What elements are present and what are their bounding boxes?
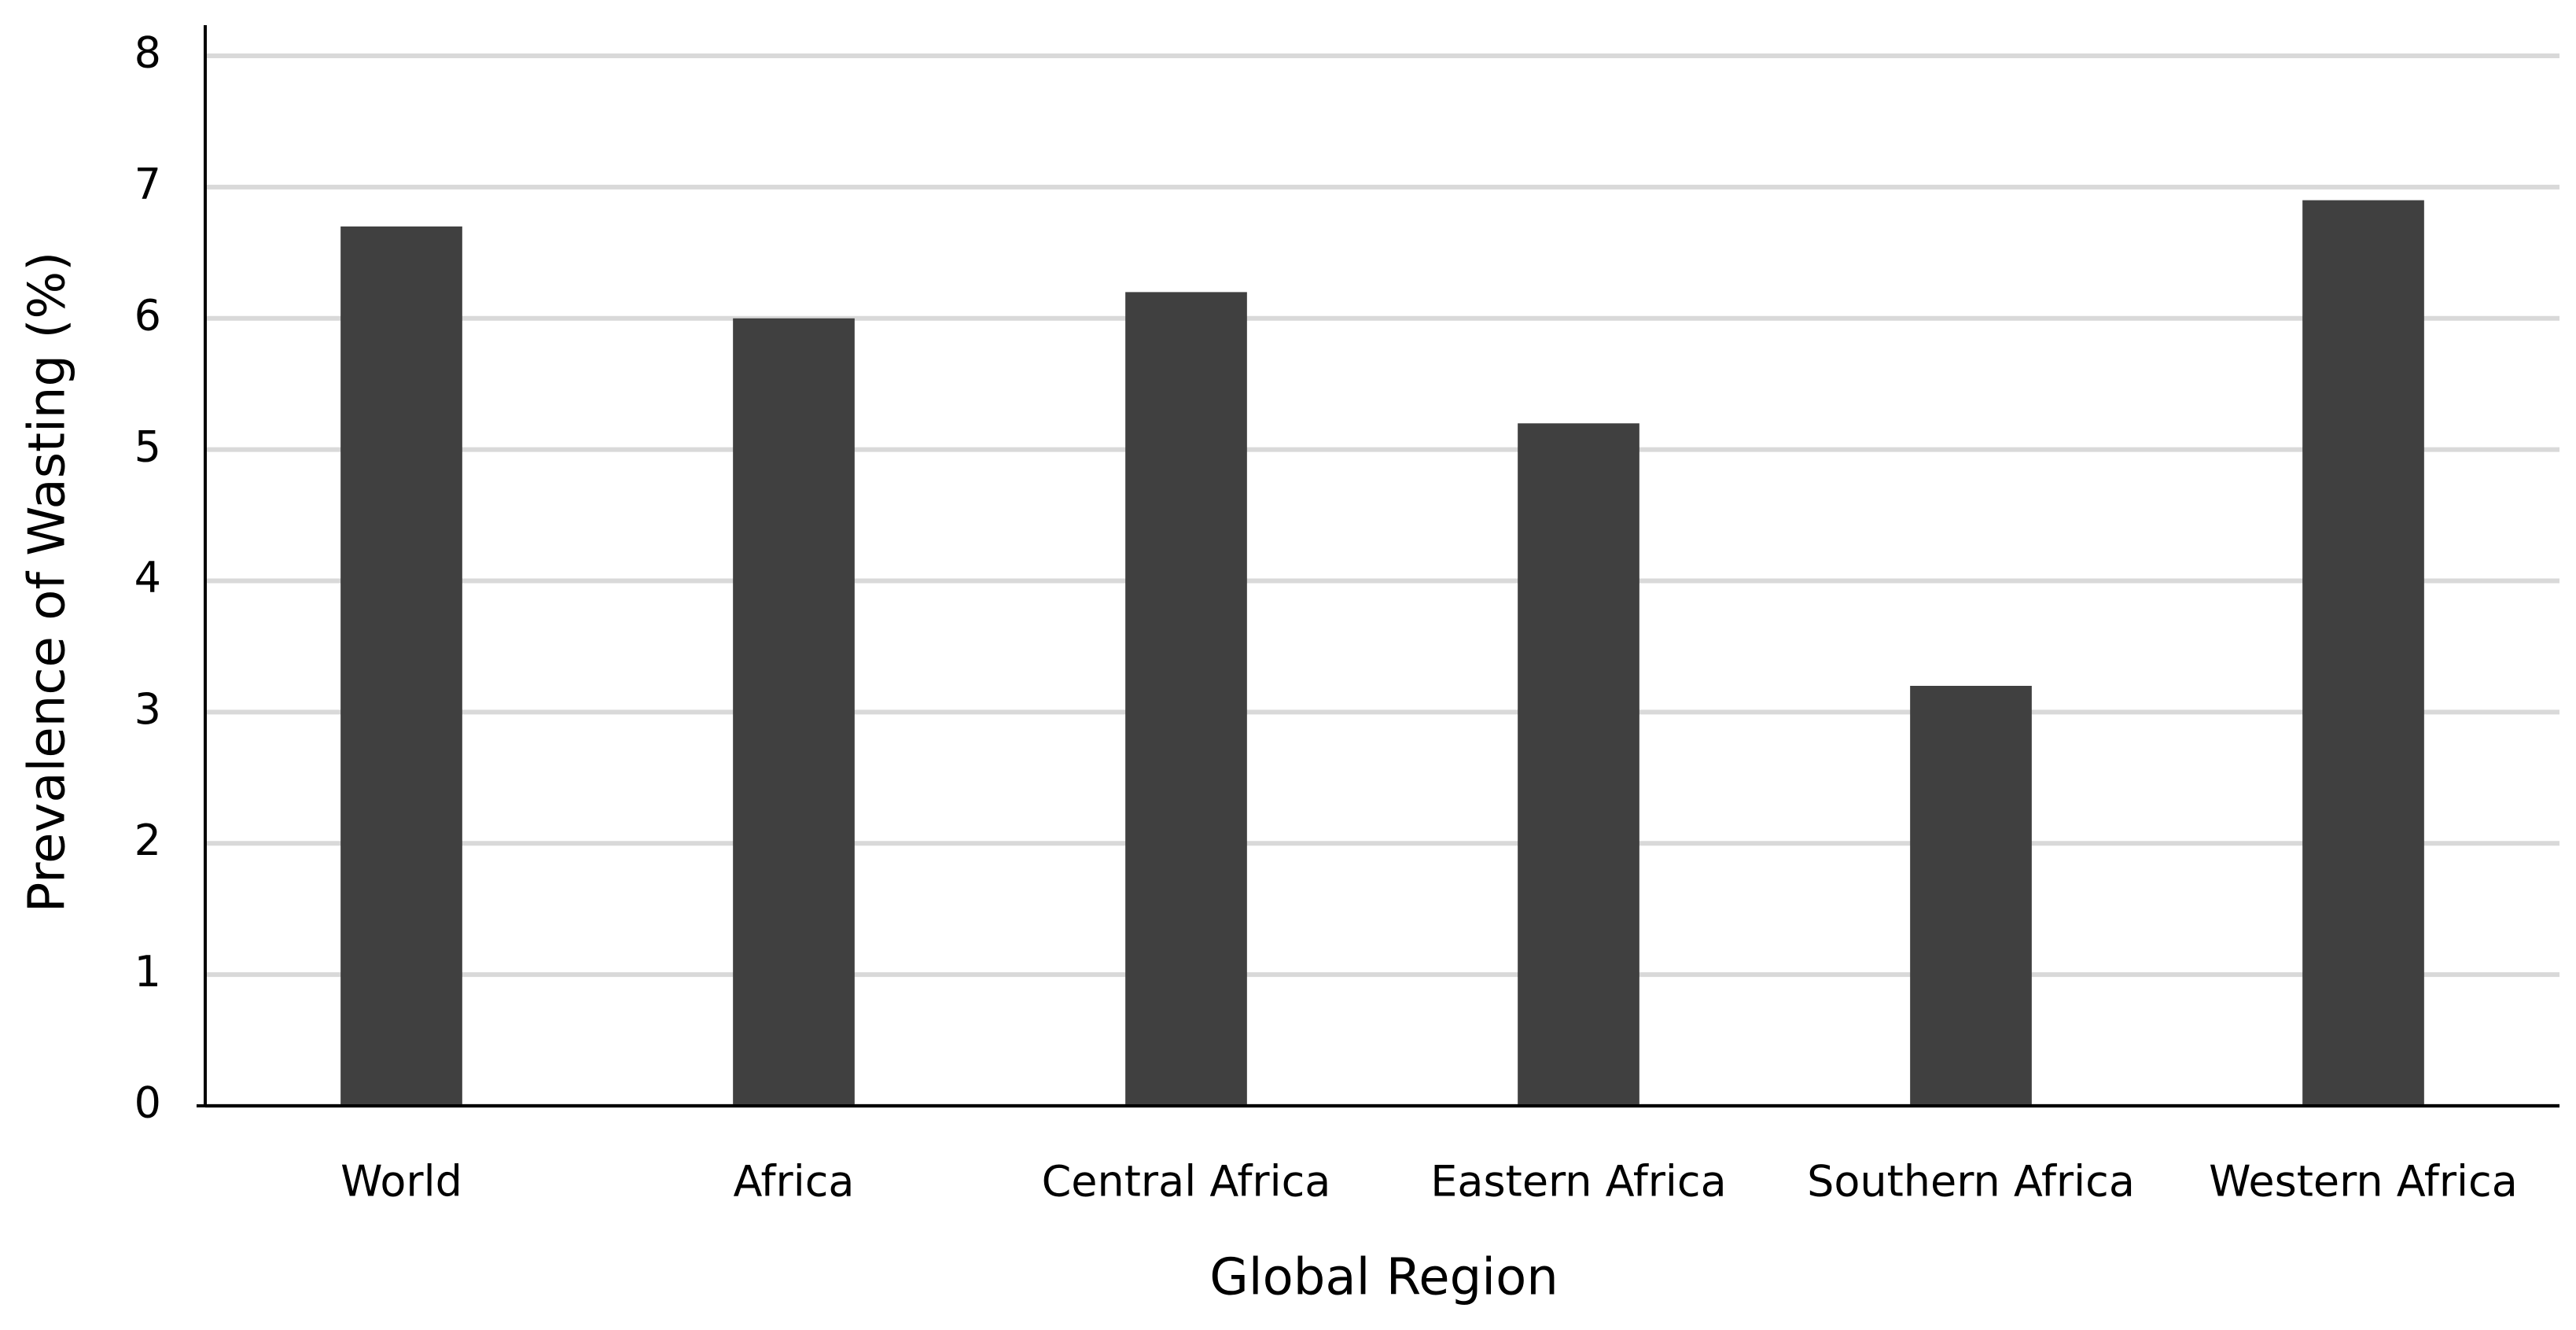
y-tick-label: 1 (134, 947, 161, 997)
x-tick-label: Eastern Africa (1430, 1157, 1726, 1207)
bar (1910, 686, 2032, 1106)
y-tick-label: 5 (134, 422, 161, 471)
y-axis-title: Prevalence of Wasting (%) (19, 252, 77, 912)
y-tick-label: 7 (134, 160, 161, 209)
bar (340, 226, 462, 1106)
x-tick-label: Central Africa (1042, 1157, 1331, 1207)
y-tick-label: 4 (134, 553, 161, 602)
bar (733, 318, 855, 1106)
x-tick-label: World (340, 1157, 462, 1207)
x-tick-label: Western Africa (2209, 1157, 2518, 1207)
bar (2302, 200, 2424, 1106)
y-tick-label: 0 (134, 1078, 161, 1128)
y-tick-label: 8 (134, 28, 161, 78)
bar (1518, 423, 1639, 1106)
bar (1125, 292, 1247, 1106)
y-tick-label: 3 (134, 684, 161, 734)
x-tick-label: Africa (733, 1157, 854, 1207)
y-tick-label: 6 (134, 290, 161, 340)
y-tick-label: 2 (134, 816, 161, 865)
x-axis-title: Global Region (1209, 1249, 1558, 1307)
x-tick-label: Southern Africa (1807, 1157, 2135, 1207)
